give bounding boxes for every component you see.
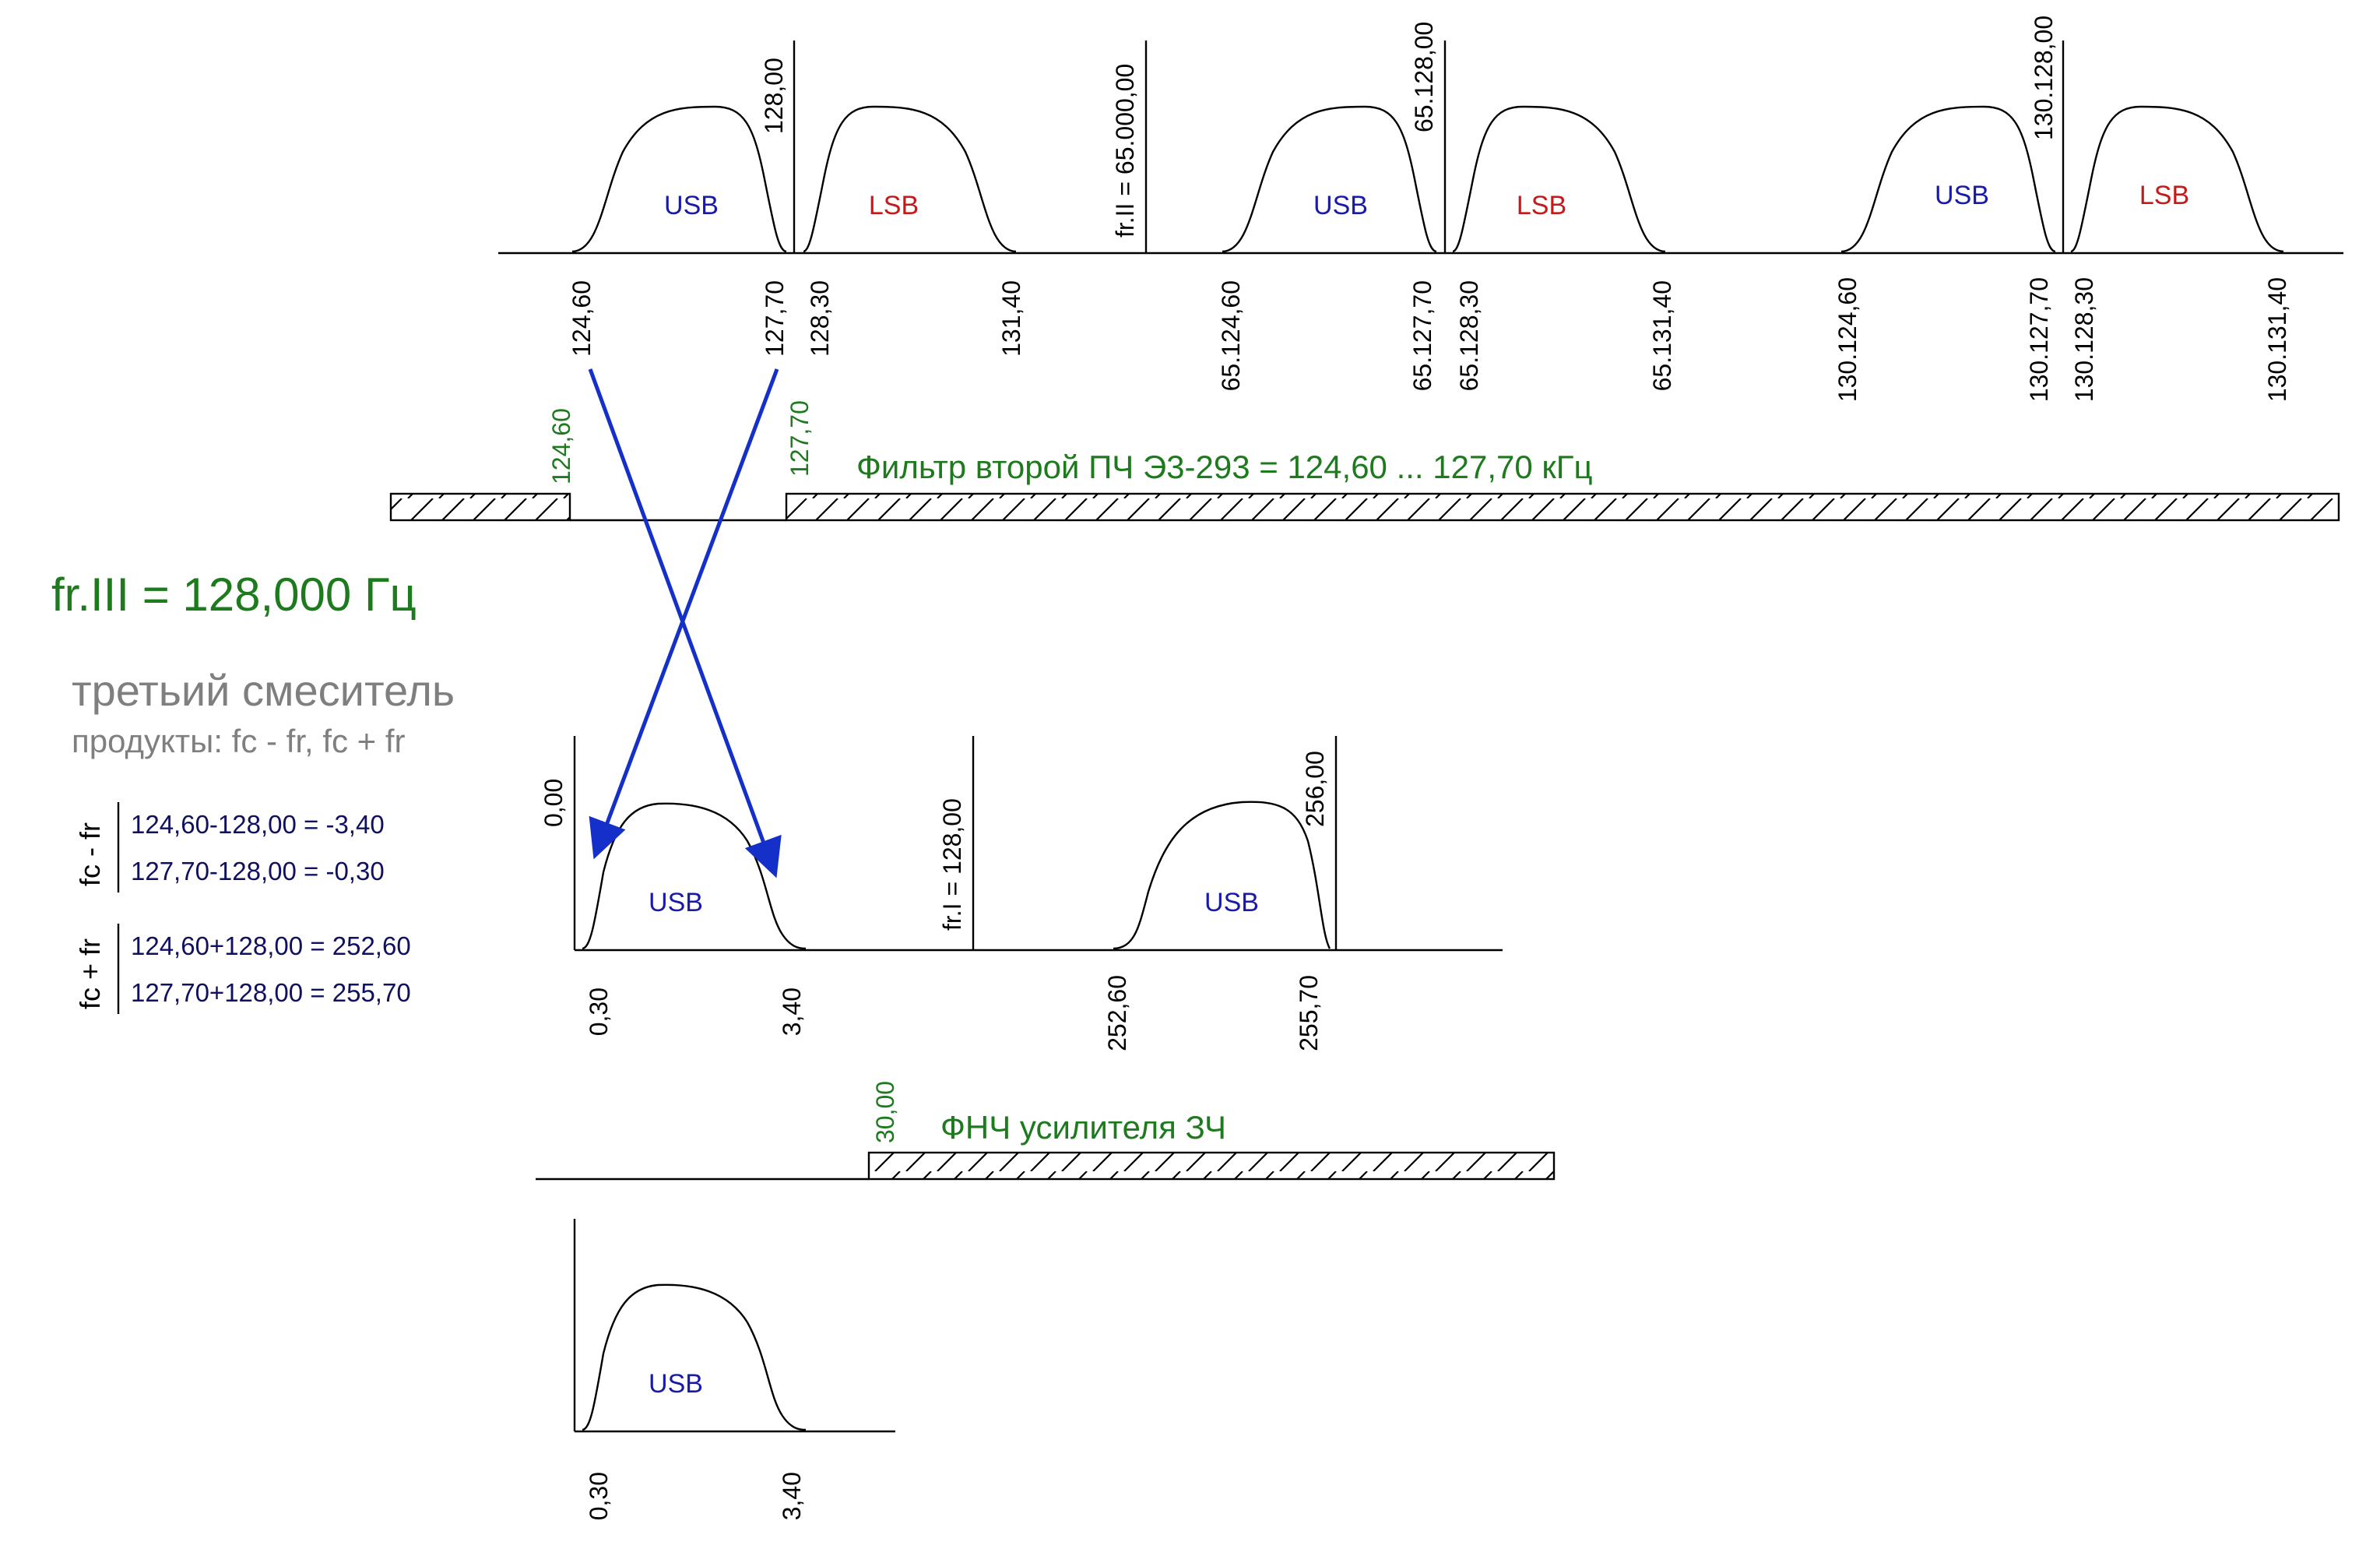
calc-block: fc - fr 124,60-128,00 = -3,40 127,70-128… <box>74 802 411 1014</box>
top-freq-label: 127,70 <box>761 280 789 357</box>
mid-freq-label: 255,70 <box>1295 975 1323 1051</box>
top-freq-label: 130.127,70 <box>2025 277 2053 402</box>
calc-sum-line: 124,60+128,00 = 252,60 <box>131 931 411 960</box>
top-usb-label-3: USB <box>1935 181 1989 210</box>
lpf-edge: 30,00 <box>871 1081 899 1143</box>
mid-marker-label-256: 256,00 <box>1301 751 1329 827</box>
top-lsb-curve-2 <box>1452 105 1666 253</box>
top-freq-label: 130.128,30 <box>2070 277 2098 402</box>
top-freq-label: 65.127,70 <box>1408 280 1436 391</box>
mid-usb-label-2: USB <box>1204 888 1259 917</box>
top-lsb-label-3: LSB <box>2139 181 2189 210</box>
calc-diff-label: fc - fr <box>74 822 106 886</box>
mid-marker-label-0: 0,00 <box>540 779 568 827</box>
top-freq-label: 65.131,40 <box>1648 280 1676 391</box>
top-usb-label-2: USB <box>1313 191 1368 220</box>
top-freq-label: 131,40 <box>997 280 1025 357</box>
filter2: 124,60 127,70 Фильтр второй ПЧ Э3-293 = … <box>389 400 2340 522</box>
top-freq-label: 65.124,60 <box>1217 280 1245 391</box>
calc-diff-line: 127,70-128,00 = -0,30 <box>131 857 385 885</box>
lpf-stopband <box>867 1151 1556 1181</box>
bottom-freq-label: 3,40 <box>778 1472 806 1520</box>
top-lsb-curve-3 <box>2070 105 2284 253</box>
mid-spectrum: USB USB 0,00 fr.I = 128,00 256,00 0,30 3… <box>540 736 1503 1051</box>
mid-marker-label-frI: fr.I = 128,00 <box>938 798 966 931</box>
bottom-freq-label: 0,30 <box>585 1472 613 1520</box>
mid-freq-label: 3,40 <box>778 987 806 1036</box>
top-marker-label-frII: fr.II = 65.000,00 <box>1111 64 1139 238</box>
mid-usb-label-1: USB <box>649 888 703 917</box>
filter2-edge-high: 127,70 <box>786 400 814 477</box>
mid-freq-label: 252,60 <box>1103 975 1131 1051</box>
mixer-title: третьий смеситель <box>72 666 455 715</box>
top-usb-curve-2 <box>1222 105 1437 253</box>
filter2-caption: Фильтр второй ПЧ Э3-293 = 124,60 ... 127… <box>856 449 1593 485</box>
filter2-stopband-left <box>389 492 571 522</box>
top-lsb-label-1: LSB <box>869 191 919 220</box>
lpf-caption: ФНЧ усилителя ЗЧ <box>940 1109 1226 1146</box>
calc-sum-label: fc + fr <box>74 938 106 1009</box>
mid-usb-curve-1 <box>582 802 807 950</box>
top-usb-curve-1 <box>571 105 787 253</box>
arrow-12770-to-030 <box>589 368 779 860</box>
mid-usb-curve-2 <box>1113 801 1331 950</box>
page-heading: fr.III = 128,000 Гц <box>51 569 417 621</box>
calc-sum-line: 127,70+128,00 = 255,70 <box>131 978 411 1007</box>
filter2-stopband-right <box>785 492 2340 522</box>
top-freq-label: 128,30 <box>806 280 834 357</box>
calc-diff-line: 124,60-128,00 = -3,40 <box>131 810 385 839</box>
bottom-usb-curve <box>582 1283 807 1431</box>
top-spectrum: USB LSB USB LSB USB LSB 128,00 fr.II = 6… <box>498 16 2343 402</box>
top-freq-label: 65.128,30 <box>1455 280 1483 391</box>
bottom-spectrum: USB 0,30 3,40 <box>573 1219 895 1520</box>
top-marker-label-65128: 65.128,00 <box>1410 22 1438 132</box>
lpf: 30,00 ФНЧ усилителя ЗЧ <box>536 1081 1556 1181</box>
top-usb-label-1: USB <box>664 191 719 220</box>
top-marker-label-130128: 130.128,00 <box>2030 16 2058 140</box>
top-freq-label: 130.124,60 <box>1833 277 1861 402</box>
mixer-products: продукты: fc - fr, fc + fr <box>72 723 406 759</box>
filter2-edge-low: 124,60 <box>547 408 575 484</box>
top-usb-curve-3 <box>1840 105 2056 253</box>
top-freq-label: 130.131,40 <box>2263 277 2291 402</box>
bottom-usb-label: USB <box>649 1369 703 1399</box>
top-lsb-curve-1 <box>803 105 1017 253</box>
top-marker-label-128: 128,00 <box>760 58 788 134</box>
top-freq-label: 124,60 <box>568 280 596 357</box>
mid-freq-label: 0,30 <box>585 987 613 1036</box>
top-lsb-label-2: LSB <box>1517 191 1566 220</box>
